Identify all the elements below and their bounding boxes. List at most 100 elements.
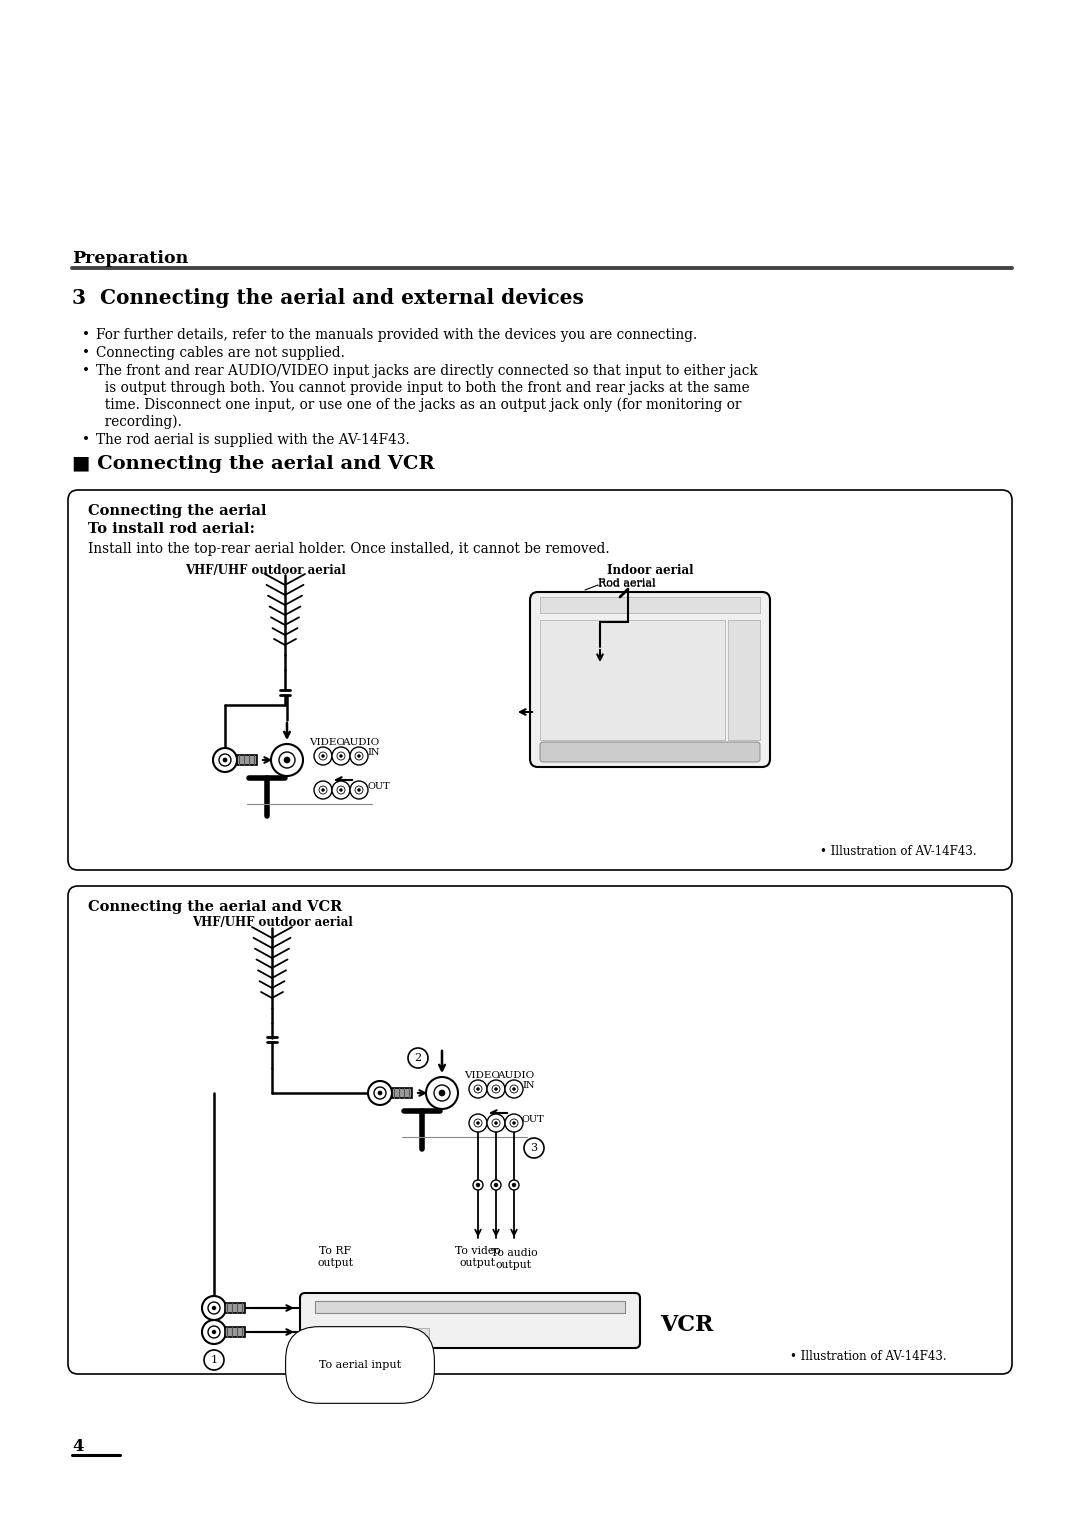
Circle shape <box>524 1138 544 1158</box>
Text: •: • <box>82 432 90 448</box>
FancyBboxPatch shape <box>68 490 1012 869</box>
Text: •: • <box>82 329 90 342</box>
Text: 3: 3 <box>530 1143 538 1154</box>
Text: For further details, refer to the manuals provided with the devices you are conn: For further details, refer to the manual… <box>96 329 698 342</box>
Circle shape <box>487 1114 505 1132</box>
Bar <box>375 1328 389 1339</box>
Bar <box>392 1088 411 1099</box>
Text: Rod aerial: Rod aerial <box>598 579 656 588</box>
Circle shape <box>491 1180 501 1190</box>
Circle shape <box>426 1077 458 1109</box>
Bar <box>237 755 257 766</box>
Bar <box>395 1328 409 1339</box>
Circle shape <box>204 1351 224 1371</box>
Text: Preparation: Preparation <box>72 251 188 267</box>
Text: 4: 4 <box>72 1438 83 1455</box>
Circle shape <box>476 1088 480 1091</box>
Circle shape <box>357 755 361 758</box>
Circle shape <box>476 1122 480 1125</box>
Bar <box>540 620 725 740</box>
Circle shape <box>202 1320 226 1345</box>
Text: VHF/UHF outdoor aerial: VHF/UHF outdoor aerial <box>185 564 346 578</box>
Circle shape <box>513 1122 515 1125</box>
Text: IN: IN <box>367 749 379 756</box>
Circle shape <box>438 1089 445 1096</box>
Text: To RF
output: To RF output <box>318 1245 353 1268</box>
Circle shape <box>322 788 324 792</box>
Circle shape <box>271 744 303 776</box>
Text: VHF/UHF outdoor aerial: VHF/UHF outdoor aerial <box>191 915 352 929</box>
Circle shape <box>434 1085 450 1102</box>
Text: 2: 2 <box>415 1053 421 1063</box>
Text: 3  Connecting the aerial and external devices: 3 Connecting the aerial and external dev… <box>72 287 584 309</box>
Text: To video
output: To video output <box>455 1245 501 1268</box>
Text: VCR: VCR <box>660 1314 714 1335</box>
Circle shape <box>510 1118 518 1128</box>
Text: Connecting cables are not supplied.: Connecting cables are not supplied. <box>96 345 345 361</box>
Bar <box>540 597 760 613</box>
Circle shape <box>492 1085 500 1093</box>
Circle shape <box>494 1183 498 1187</box>
Circle shape <box>222 758 227 762</box>
Text: To aerial input: To aerial input <box>319 1360 401 1371</box>
Circle shape <box>469 1114 487 1132</box>
Circle shape <box>319 785 327 795</box>
Bar <box>315 1328 329 1339</box>
Circle shape <box>337 752 345 759</box>
Text: The front and rear AUDIO/VIDEO input jacks are directly connected so that input : The front and rear AUDIO/VIDEO input jac… <box>96 364 758 377</box>
Text: recording).: recording). <box>96 416 181 429</box>
Bar <box>315 1300 625 1313</box>
Circle shape <box>408 1048 428 1068</box>
Text: Rod aerial: Rod aerial <box>598 578 656 588</box>
Circle shape <box>219 753 231 766</box>
Circle shape <box>314 747 332 766</box>
Text: •: • <box>82 345 90 361</box>
Circle shape <box>509 1180 519 1190</box>
Circle shape <box>212 1329 216 1334</box>
Circle shape <box>474 1085 482 1093</box>
Circle shape <box>350 781 368 799</box>
Text: Connecting the aerial: Connecting the aerial <box>87 504 267 518</box>
Circle shape <box>355 752 363 759</box>
Circle shape <box>284 756 291 762</box>
Text: Install into the top-rear aerial holder. Once installed, it cannot be removed.: Install into the top-rear aerial holder.… <box>87 542 609 556</box>
Circle shape <box>208 1326 220 1339</box>
Circle shape <box>212 1306 216 1309</box>
Circle shape <box>355 785 363 795</box>
Text: AUDIO: AUDIO <box>498 1071 535 1080</box>
FancyBboxPatch shape <box>540 743 760 762</box>
Circle shape <box>350 747 368 766</box>
Circle shape <box>332 747 350 766</box>
Text: •: • <box>82 364 90 377</box>
Circle shape <box>512 1183 516 1187</box>
Text: time. Disconnect one input, or use one of the jacks as an output jack only (for : time. Disconnect one input, or use one o… <box>96 397 741 413</box>
Circle shape <box>469 1080 487 1099</box>
Bar <box>225 1326 245 1337</box>
FancyBboxPatch shape <box>530 591 770 767</box>
FancyBboxPatch shape <box>68 886 1012 1374</box>
Text: 1: 1 <box>211 1355 217 1365</box>
Circle shape <box>513 1088 515 1091</box>
Text: IN: IN <box>522 1080 535 1089</box>
Circle shape <box>368 1080 392 1105</box>
Bar <box>415 1328 429 1339</box>
Circle shape <box>476 1183 480 1187</box>
Text: To audio
output: To audio output <box>490 1248 538 1270</box>
Text: • Illustration of AV-14F43.: • Illustration of AV-14F43. <box>820 845 976 859</box>
Circle shape <box>319 752 327 759</box>
Circle shape <box>339 788 342 792</box>
Circle shape <box>474 1118 482 1128</box>
Bar <box>355 1328 369 1339</box>
Circle shape <box>332 781 350 799</box>
Text: Connecting the aerial and VCR: Connecting the aerial and VCR <box>87 900 342 914</box>
Circle shape <box>510 1085 518 1093</box>
Circle shape <box>337 785 345 795</box>
Circle shape <box>213 749 237 772</box>
Circle shape <box>378 1091 382 1096</box>
Text: AUDIO: AUDIO <box>342 738 380 747</box>
Circle shape <box>487 1080 505 1099</box>
Text: OUT: OUT <box>522 1115 544 1125</box>
Text: VIDEO: VIDEO <box>464 1071 500 1080</box>
Circle shape <box>208 1302 220 1314</box>
Circle shape <box>279 752 295 769</box>
